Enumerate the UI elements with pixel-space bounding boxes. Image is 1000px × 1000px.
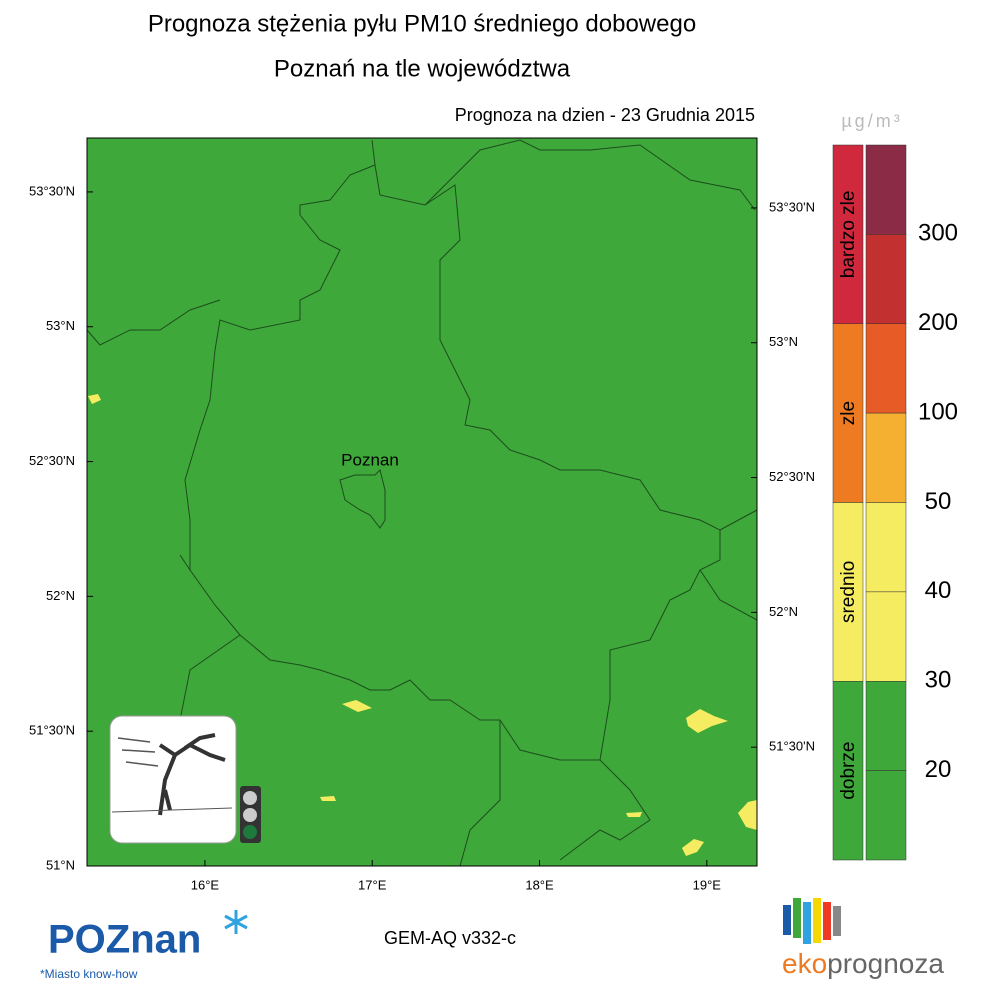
scale-label: 30	[925, 667, 952, 694]
scale-label: 200	[918, 309, 958, 336]
legend-category-label: zle	[838, 401, 859, 425]
model-label: GEM-AQ v332-c	[384, 928, 516, 948]
scale-cell	[865, 770, 907, 861]
pollution-patches	[88, 394, 757, 856]
scale-cell	[865, 591, 907, 682]
scale-cell	[865, 681, 907, 771]
y-tick-label: 51°N	[46, 857, 75, 872]
x-tick-label: 17°E	[358, 877, 387, 892]
axes: 16°E 17°E 18°E 19°E 51°N 51°30'N 52°N 52°30'N 53…	[29, 183, 815, 892]
y-tick-label: 51°30'N	[29, 723, 75, 738]
legend-category-label: srednio	[838, 561, 859, 623]
map-frame	[86, 137, 758, 867]
x-tick-label: 19°E	[693, 877, 722, 892]
eko: eko	[782, 948, 827, 979]
poznan-tagline: *Miasto know-how	[40, 967, 138, 981]
y-tick-label: 52°30'N	[29, 453, 75, 468]
legend: bardzo zle zle srednio dobrze 300 200 100 50 40 3…	[832, 144, 958, 861]
eko-text: ekoprognoza	[782, 948, 944, 979]
traffic-light	[240, 786, 261, 843]
y2-tick-label: 53°30'N	[769, 199, 815, 214]
legend-category-label: dobrze	[838, 742, 859, 800]
title: Prognoza stężenia pyłu PM10 średniego do…	[148, 10, 696, 37]
weather-icon	[109, 715, 237, 844]
legend-category	[832, 323, 864, 503]
scale-label: 40	[925, 577, 952, 604]
city-label: Poznan	[341, 450, 399, 469]
scale-cell	[865, 234, 907, 324]
y-tick-label: 53°30'N	[29, 183, 75, 198]
legend-category	[832, 681, 864, 861]
poznan-logo-text: POZnan	[48, 918, 201, 962]
unit: µg/m³	[841, 111, 902, 131]
scale-cell	[865, 412, 907, 503]
scale-cell	[865, 323, 907, 414]
y-tick-label: 53°N	[46, 318, 75, 333]
y2-tick-label: 52°N	[769, 604, 798, 619]
scale-label: 20	[925, 756, 952, 783]
scale-cell	[865, 502, 907, 593]
x-tick-label: 16°E	[191, 877, 220, 892]
scale-cell	[865, 144, 907, 235]
legend-category-label: bardzo zle	[838, 191, 859, 279]
y2-tick-label: 53°N	[769, 334, 798, 349]
y-tick-label: 52°N	[46, 588, 75, 603]
eko-logo: ekoprognoza	[782, 898, 944, 979]
legend-category	[832, 502, 864, 682]
y2-tick-label: 51°30'N	[769, 739, 815, 754]
prognoza: prognoza	[827, 948, 944, 979]
scale-label: 300	[918, 220, 958, 247]
scale-label: 100	[918, 398, 958, 425]
legend-category	[832, 144, 864, 324]
subtitle: Poznań na tle województwa	[274, 55, 571, 82]
scale-label: 50	[925, 488, 952, 515]
y2-tick-label: 52°30'N	[769, 469, 815, 484]
borders	[86, 139, 758, 867]
x-tick-label: 18°E	[525, 877, 554, 892]
poznan-logo: POZnan *Miasto know-how	[40, 910, 248, 981]
forecast-date: Prognoza na dzien - 23 Grudnia 2015	[455, 105, 755, 125]
